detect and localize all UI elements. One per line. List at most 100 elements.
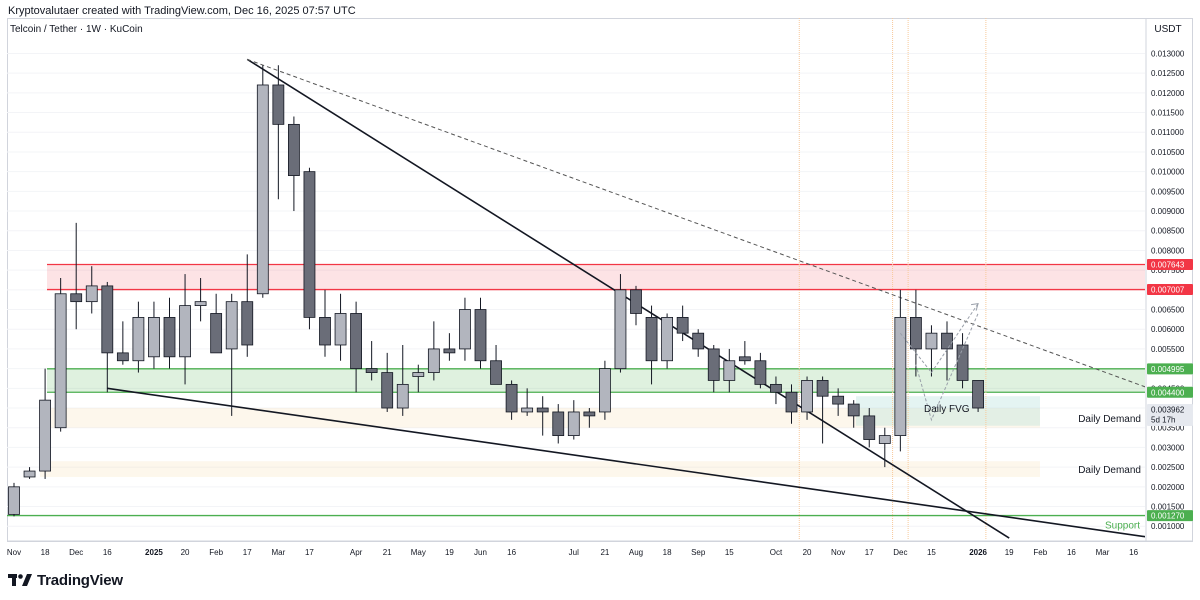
candle bbox=[8, 482, 20, 517]
y-tick-label: 0.007500 bbox=[1151, 266, 1185, 275]
candle-body bbox=[801, 380, 813, 413]
daily-demand-lower-label: Daily Demand bbox=[1078, 465, 1141, 476]
price-label-text: 0.003962 bbox=[1151, 406, 1185, 415]
candle-body bbox=[521, 407, 534, 413]
candle bbox=[894, 289, 907, 452]
candle bbox=[210, 293, 223, 354]
candle-body bbox=[894, 317, 907, 436]
candle-body bbox=[785, 391, 798, 413]
candle bbox=[754, 352, 767, 389]
candle bbox=[70, 222, 83, 330]
candle-body bbox=[303, 171, 316, 318]
x-tick-label: 2025 bbox=[145, 548, 163, 557]
candle-body bbox=[505, 383, 518, 413]
candle-body bbox=[132, 317, 145, 362]
x-tick-label: Apr bbox=[350, 548, 363, 557]
support-label: Support bbox=[1105, 521, 1140, 532]
x-tick-label: 16 bbox=[103, 548, 112, 557]
candle bbox=[256, 65, 269, 298]
candle-body bbox=[365, 368, 378, 373]
price-chart[interactable]: Daily Demand Daily Demand Daily FVG Support… bbox=[0, 0, 1200, 560]
candle bbox=[148, 301, 160, 369]
candle bbox=[303, 167, 316, 330]
y-tick-label: 0.010500 bbox=[1151, 148, 1185, 157]
candle-body bbox=[225, 301, 238, 350]
y-tick-label: 0.012500 bbox=[1151, 69, 1185, 78]
candle-body bbox=[972, 380, 984, 409]
price-label: 0.001270 bbox=[1147, 510, 1193, 522]
candle-body bbox=[754, 360, 767, 385]
candle bbox=[272, 65, 285, 200]
price-label-bg bbox=[1147, 284, 1193, 296]
candle-body bbox=[707, 348, 720, 381]
candle-body bbox=[816, 380, 829, 397]
candle-body bbox=[583, 411, 596, 417]
x-tick-label: Oct bbox=[770, 548, 783, 557]
x-tick-label: 18 bbox=[663, 548, 672, 557]
candle-body bbox=[241, 301, 254, 346]
candle bbox=[972, 380, 984, 412]
candle-body bbox=[179, 305, 191, 358]
symbol-label[interactable]: Telcoin / Tether · 1W · KuCoin bbox=[10, 24, 143, 35]
x-tick-label: 18 bbox=[41, 548, 50, 557]
candle bbox=[412, 364, 425, 393]
candle bbox=[847, 400, 860, 428]
candle-body bbox=[692, 332, 705, 350]
candle-body bbox=[85, 285, 98, 303]
candle bbox=[536, 396, 549, 436]
y-tick-label: 0.012000 bbox=[1151, 89, 1185, 98]
candle bbox=[287, 116, 300, 212]
candle bbox=[334, 293, 347, 361]
candle bbox=[505, 380, 518, 420]
candle-body bbox=[863, 415, 876, 440]
x-tick-label: Dec bbox=[69, 548, 83, 557]
y-tick-label: 0.008000 bbox=[1151, 246, 1185, 255]
x-tick-label: 17 bbox=[865, 548, 874, 557]
candle-body bbox=[443, 348, 456, 354]
candle bbox=[427, 321, 440, 381]
candle bbox=[676, 305, 689, 342]
x-tick-label: 17 bbox=[243, 548, 252, 557]
candle bbox=[163, 297, 176, 369]
candle bbox=[116, 321, 129, 365]
candle-body bbox=[832, 395, 845, 405]
candle bbox=[770, 376, 782, 405]
candle bbox=[474, 297, 487, 369]
candle-body bbox=[272, 84, 285, 125]
x-tick-label: Nov bbox=[831, 548, 845, 557]
candle bbox=[941, 321, 953, 381]
candle-body bbox=[941, 332, 953, 350]
x-tick-label: Sep bbox=[691, 548, 706, 557]
x-tick-label: May bbox=[411, 548, 426, 557]
daily-demand-upper bbox=[40, 408, 1040, 428]
y-tick-label: 0.009500 bbox=[1151, 187, 1185, 196]
candle bbox=[179, 274, 191, 385]
candle bbox=[350, 301, 363, 393]
candle bbox=[54, 278, 67, 432]
candle bbox=[910, 289, 922, 377]
candle bbox=[396, 344, 409, 416]
x-tick-label: 15 bbox=[927, 548, 936, 557]
candle-body bbox=[101, 285, 114, 354]
candle-body bbox=[148, 317, 160, 358]
footer-logo[interactable]: TradingView bbox=[8, 570, 123, 590]
candle bbox=[365, 341, 378, 381]
candle-body bbox=[427, 348, 440, 373]
currency-selector[interactable]: USDT bbox=[1154, 24, 1182, 35]
lower-wedge-trendline bbox=[107, 387, 1145, 538]
candle-body bbox=[738, 356, 751, 362]
candle-body bbox=[536, 407, 549, 413]
price-label: 0.004995 bbox=[1147, 363, 1193, 375]
candle-body bbox=[334, 313, 347, 346]
candle-body bbox=[54, 293, 67, 429]
y-tick-label: 0.003000 bbox=[1151, 443, 1185, 452]
candle-body bbox=[116, 352, 129, 362]
daily-demand-upper-label: Daily Demand bbox=[1078, 414, 1141, 425]
candle bbox=[241, 254, 254, 357]
candle-body bbox=[847, 403, 860, 417]
price-label: 0.007643 bbox=[1147, 259, 1193, 271]
candle-body bbox=[459, 309, 471, 350]
price-label-bg bbox=[1147, 510, 1193, 522]
candle-body bbox=[210, 313, 223, 354]
